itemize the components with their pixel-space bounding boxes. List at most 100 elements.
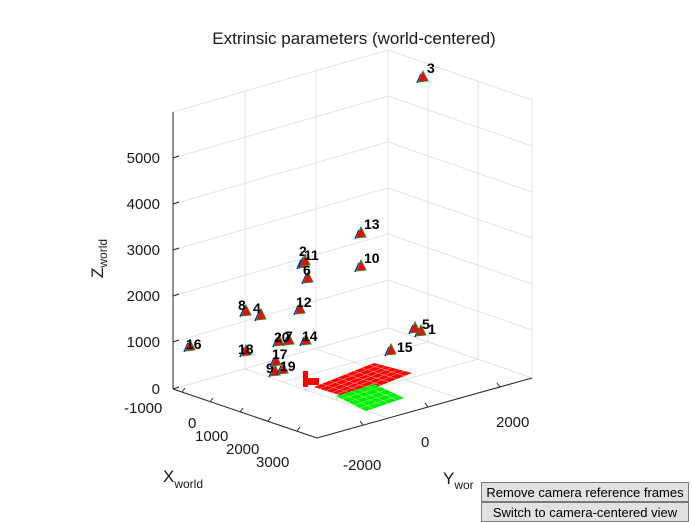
x-tick: 1000 [195,428,228,445]
camera-frustum [240,303,252,317]
camera-frustum [355,258,367,272]
camera-axis-line [268,367,274,378]
z-axis-label: Zworld [88,239,110,278]
z-label-main: Z [88,268,107,278]
x-tick: -1000 [124,400,162,417]
board-green-plane [336,384,404,411]
board-green-grid [341,385,399,409]
z-tick: 1000 [127,334,160,351]
camera-17: 17 [269,346,288,368]
camera-4: 4 [253,300,267,322]
camera-label: 2 [299,243,307,259]
camera-axis-line [301,274,307,285]
camera-5: 5 [408,316,430,335]
z-tick: 3000 [127,242,160,259]
camera-axis-line [416,73,422,84]
camera-frustum [270,353,282,367]
camera-axis-line [239,307,245,318]
camera-axis-line [254,311,260,322]
camera-frustum [277,361,289,375]
camera-label: 20 [274,329,290,345]
camera-label: 4 [253,300,261,316]
camera-19: 19 [276,358,296,376]
camera-axis-line [272,337,278,348]
camera-15: 15 [384,339,413,357]
camera-axis-line [384,346,390,357]
camera-frustum [299,253,311,267]
y-label-main: Y [443,469,454,488]
camera-axis-line [408,324,414,335]
camera-label: 15 [397,339,413,355]
camera-label: 12 [296,294,312,310]
camera-frustum [385,342,397,356]
y-tick: 0 [421,434,429,451]
camera-frustum [417,69,429,83]
y-axis-label: Ywor [443,469,474,492]
camera-label: 14 [302,328,318,344]
x-label-main: X [163,467,174,486]
camera-frustum [300,332,312,346]
x-tick: 3000 [256,454,289,471]
z-tick: 2000 [127,288,160,305]
board-origin-x [303,378,319,385]
camera-axis-line [269,357,275,368]
x-tick: 0 [188,415,196,432]
camera-label: 11 [304,247,319,263]
camera-label: 19 [280,358,296,374]
y-label-sub: wor [453,478,473,492]
y-tick-labels: -2000 0 2000 [343,414,529,474]
camera-frustum [184,338,196,352]
camera-axis-line [354,229,360,240]
camera-20: 20 [272,329,290,348]
calibration-board [303,363,412,411]
camera-12: 12 [293,294,312,316]
camera-axis-line [293,305,299,316]
camera-frustum [302,270,314,284]
camera-label: 18 [238,341,254,357]
camera-label: 17 [272,346,288,362]
svg-text:Zworld: Zworld [88,239,110,278]
remove-camera-frames-button[interactable]: Remove camera reference frames [481,482,689,502]
camera-6: 6 [301,262,314,285]
camera-axis-line [183,342,189,353]
camera-label: 5 [422,316,430,332]
z-tick: 0 [152,381,160,398]
camera-axis-line [276,365,282,376]
camera-frustum [283,332,295,346]
camera-label: 6 [303,262,311,278]
camera-frustum [294,301,306,315]
camera-label: 9 [266,360,274,376]
y-tick: 2000 [496,414,529,431]
axis-lines [172,112,533,439]
switch-camera-centered-view-button[interactable]: Switch to camera-centered view [481,502,689,522]
camera-axis-line [354,262,360,273]
camera-frustum [355,225,367,239]
camera-label: 10 [364,250,380,266]
camera-label: 3 [427,60,435,76]
camera-frustum [240,343,252,357]
camera-11: 11 [298,247,319,268]
z-tick: 4000 [127,196,160,213]
camera-10: 10 [354,250,380,273]
camera-axis-line [298,257,304,268]
camera-axis-line [299,336,305,347]
camera-13: 13 [354,216,380,240]
x-tick: 2000 [226,441,259,458]
camera-frustum [273,333,285,347]
figure-title: Extrinsic parameters (world-centered) [212,29,495,48]
camera-frustum [255,307,267,321]
camera-8: 8 [238,297,252,318]
camera-axis-line [239,347,245,358]
x-label-sub: world [173,477,203,491]
z-tick-labels: 0 1000 2000 3000 4000 5000 [127,150,160,398]
camera-14: 14 [299,328,318,347]
camera-label: 16 [186,336,202,352]
camera-label: 13 [364,216,380,232]
camera-label: 8 [238,297,246,313]
x-axis-label: Xworld [163,467,203,491]
camera-label: 7 [285,328,293,344]
z-tick: 5000 [127,150,160,167]
camera-3: 3 [416,60,435,84]
